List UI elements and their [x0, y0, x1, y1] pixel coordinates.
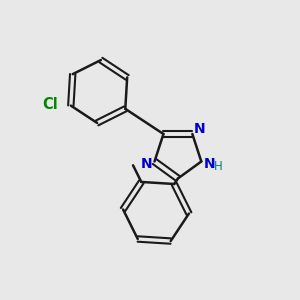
Text: N: N — [140, 157, 152, 171]
Text: N: N — [194, 122, 206, 136]
Text: Cl: Cl — [43, 97, 58, 112]
Text: N: N — [204, 157, 215, 171]
Text: H: H — [213, 160, 222, 172]
